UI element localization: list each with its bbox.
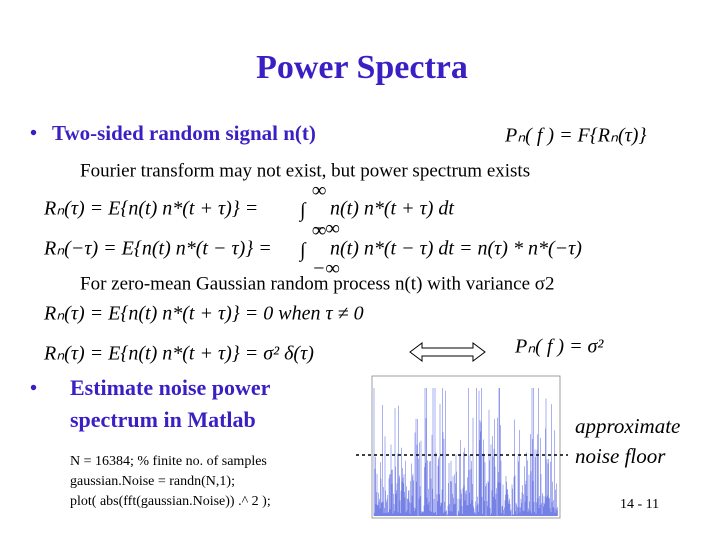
code-line: gaussian.Noise = randn(N,1); [70, 474, 235, 489]
integral-limit: −∞ [312, 258, 340, 280]
integral: ∫ [298, 240, 307, 263]
page-number: 14 - 11 [620, 497, 659, 512]
title: Power Spectra [256, 49, 468, 86]
integral-limit: ∞ [312, 220, 326, 242]
noise-plot [371, 375, 561, 519]
note: Fourier transform may not exist, but pow… [80, 160, 530, 181]
equation: Pₙ( f ) = σ² [514, 336, 604, 358]
equation-left: Rₙ(τ) = E{n(t) n*(t + τ)} = [43, 198, 258, 220]
integral: ∫ [298, 200, 307, 223]
note: For zero-mean Gaussian random process n(… [80, 273, 555, 294]
integral-limit: −∞ [312, 218, 340, 240]
bullet-text: Estimate noise power [70, 375, 271, 400]
code-line: N = 16384; % finite no. of samples [70, 454, 267, 469]
equation: Rₙ(τ) = E{n(t) n*(t + τ)} = 0 when τ ≠ 0 [43, 303, 364, 325]
noise-trace [373, 388, 558, 516]
equation: Rₙ(τ) = E{n(t) n*(t + τ)} = ∫ ∞ −∞ n(t) … [43, 180, 454, 240]
equation: Rₙ(τ) = E{n(t) n*(t + τ)} = σ² δ(τ) [43, 343, 314, 365]
annotation: approximate [575, 414, 680, 438]
double-arrow [409, 342, 486, 362]
equation-left: Rₙ(−τ) = E{n(t) n*(t − τ)} = [43, 238, 272, 260]
bullet-text: Two-sided random signal n(t) [52, 121, 316, 145]
integral-limit: ∞ [312, 180, 326, 202]
code-line: plot( abs(fft(gaussian.Noise)) .^ 2 ); [70, 494, 271, 509]
equation-right: n(t) n*(t + τ) dt [330, 198, 454, 220]
bullet-dot: • [30, 378, 37, 400]
equation: Rₙ(−τ) = E{n(t) n*(t − τ)} = ∫ ∞ −∞ n(t)… [43, 220, 582, 280]
equation: Pₙ( f ) = F{Rₙ(τ)} [504, 125, 646, 147]
bullet-text: spectrum in Matlab [70, 407, 256, 432]
equation-right: n(t) n*(t − τ) dt = n(τ) * n*(−τ) [330, 238, 582, 260]
bullet-dot: • [30, 123, 37, 145]
annotation: noise floor [575, 444, 666, 468]
